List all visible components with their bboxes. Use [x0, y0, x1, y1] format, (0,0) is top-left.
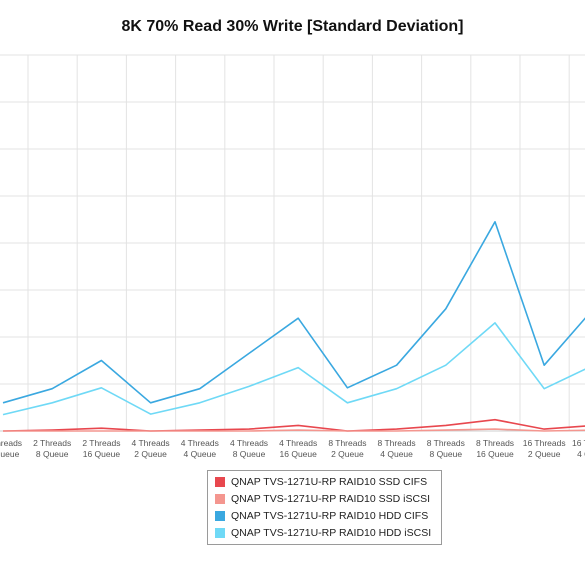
- chart-title: 8K 70% Read 30% Write [Standard Deviatio…: [121, 18, 464, 35]
- legend-label: QNAP TVS-1271U-RP RAID10 SSD CIFS: [231, 476, 428, 488]
- series-lines: [2, 221, 585, 432]
- chart-legend: QNAP TVS-1271U-RP RAID10 SSD CIFS QNAP TV…: [207, 470, 442, 545]
- x-tick-label: 4 Threads: [230, 438, 268, 448]
- legend-swatch: [215, 511, 225, 521]
- legend-item: QNAP TVS-1271U-RP RAID10 SSD CIFS: [215, 475, 427, 489]
- x-tick-label: 8 Threads: [378, 438, 416, 448]
- x-tick-label: 2 Queue: [331, 449, 364, 459]
- x-tick-label: 16 Queue: [476, 449, 514, 459]
- x-tick-label: 2 Queue: [528, 449, 561, 459]
- grid: [0, 54, 585, 432]
- series-line-4: [2, 322, 585, 416]
- x-tick-label: 2 Threads: [82, 438, 120, 448]
- x-tick-label: 16 Queue: [280, 449, 318, 459]
- x-tick-label: 2 Queue: [0, 449, 20, 459]
- x-tick-label: 8 Queue: [36, 449, 69, 459]
- x-tick-label: 8 Queue: [429, 449, 462, 459]
- x-tick-label: 4 Queue: [380, 449, 413, 459]
- legend-item: QNAP TVS-1271U-RP RAID10 HDD CIFS: [215, 509, 428, 523]
- x-tick-label: 8 Threads: [427, 438, 465, 448]
- x-tick-label: 16 Threads: [572, 438, 585, 448]
- legend-swatch: [215, 494, 225, 504]
- x-tick-label: 4 Queue: [577, 449, 585, 459]
- legend-swatch: [215, 528, 225, 538]
- x-tick-label: 4 Queue: [183, 449, 216, 459]
- series-line-3: [2, 221, 585, 404]
- x-tick-label: 2 Queue: [134, 449, 167, 459]
- x-tick-label: 4 Threads: [279, 438, 317, 448]
- x-tick-label: 2 Threads: [33, 438, 71, 448]
- x-tick-label: 4 Threads: [181, 438, 219, 448]
- x-tick-label: 16 Threads: [523, 438, 566, 448]
- x-tick-label: 16 Queue: [83, 449, 121, 459]
- legend-item: QNAP TVS-1271U-RP RAID10 SSD iSCSI: [215, 492, 430, 506]
- x-tick-label: 8 Threads: [328, 438, 366, 448]
- series-line-2: [3, 428, 585, 432]
- x-tick-label: 8 Queue: [233, 449, 266, 459]
- legend-label: QNAP TVS-1271U-RP RAID10 HDD iSCSI: [231, 527, 432, 539]
- x-tick-label: 4 Threads: [132, 438, 170, 448]
- series-line-1: [2, 418, 585, 432]
- legend-label: QNAP TVS-1271U-RP RAID10 HDD CIFS: [231, 510, 429, 522]
- x-tick-label: 8 Threads: [476, 438, 514, 448]
- legend-swatch: [215, 477, 225, 487]
- legend-label: QNAP TVS-1271U-RP RAID10 SSD iSCSI: [231, 493, 430, 505]
- legend-item: QNAP TVS-1271U-RP RAID10 HDD iSCSI: [215, 526, 431, 540]
- x-tick-label: 1 Threads: [0, 438, 22, 448]
